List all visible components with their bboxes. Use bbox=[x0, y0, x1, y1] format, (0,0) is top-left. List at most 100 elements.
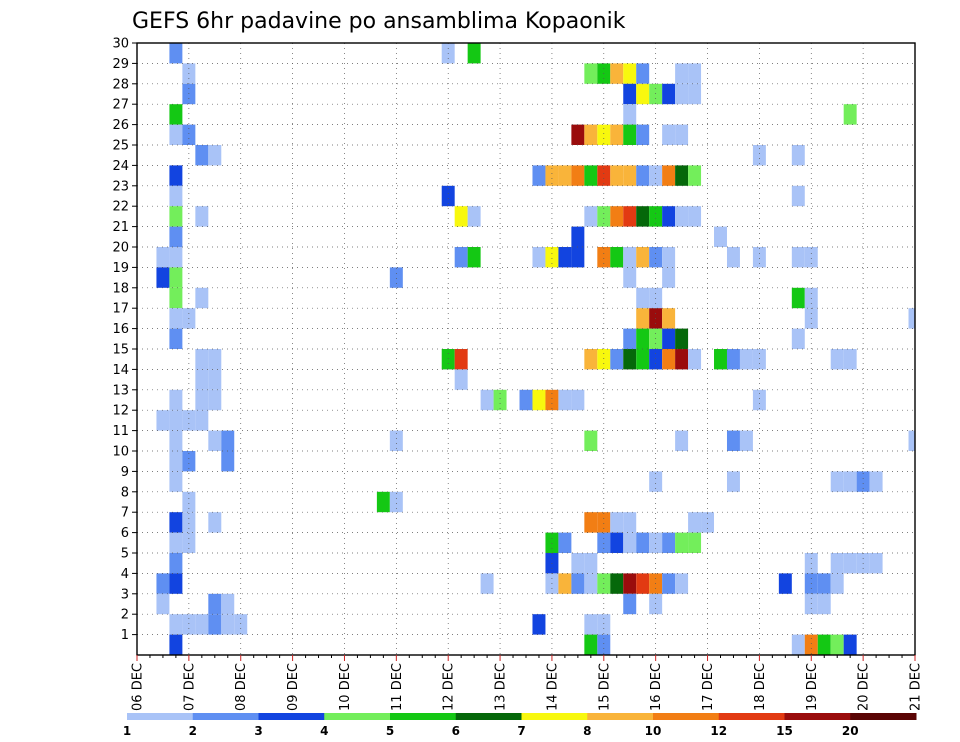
x-tick-label: 09 DEC bbox=[286, 663, 301, 711]
heatmap-cell bbox=[636, 124, 650, 145]
heatmap-cell bbox=[156, 267, 170, 288]
heatmap-cell bbox=[467, 43, 481, 64]
heatmap-cell bbox=[208, 145, 222, 166]
colorbar-label: 8 bbox=[583, 724, 591, 738]
colorbar-label: 10 bbox=[645, 724, 662, 738]
heatmap-cell bbox=[182, 451, 196, 472]
heatmap-cell bbox=[636, 573, 650, 594]
heatmap-cell bbox=[675, 328, 689, 349]
y-tick-label: 27 bbox=[112, 98, 129, 113]
heatmap-cell bbox=[584, 430, 598, 451]
heatmap-cell bbox=[739, 430, 753, 451]
x-tick-label: 16 DEC bbox=[649, 663, 664, 711]
heatmap-cell bbox=[208, 593, 222, 615]
y-tick-label: 11 bbox=[112, 424, 129, 439]
y-tick-label: 16 bbox=[112, 322, 129, 337]
heatmap-cell bbox=[610, 165, 624, 186]
heatmap-cell bbox=[869, 553, 883, 574]
heatmap-cell bbox=[636, 308, 650, 329]
heatmap-cell bbox=[182, 491, 196, 513]
colorbar-label: 12 bbox=[710, 724, 727, 738]
colorbar-swatch bbox=[718, 713, 785, 720]
heatmap-cell bbox=[636, 287, 650, 309]
y-tick-label: 20 bbox=[112, 241, 129, 256]
x-tick-label: 13 DEC bbox=[494, 663, 509, 711]
heatmap-cell bbox=[169, 165, 183, 186]
y-tick-label: 8 bbox=[121, 485, 129, 500]
heatmap-cell bbox=[662, 124, 676, 145]
y-axis: 1234567891011121314151617181920212223242… bbox=[112, 37, 137, 643]
heatmap-cell bbox=[597, 512, 611, 533]
heatmap-cell bbox=[662, 247, 676, 268]
heatmap-cell bbox=[169, 410, 183, 431]
colorbar-label: 5 bbox=[386, 724, 394, 738]
colorbar-swatch bbox=[521, 713, 588, 720]
heatmap-cell bbox=[662, 573, 676, 594]
heatmap-cell bbox=[610, 512, 624, 533]
heatmap-cell bbox=[623, 165, 637, 186]
heatmap-cell bbox=[804, 634, 818, 655]
heatmap-cell bbox=[675, 430, 689, 451]
heatmap-cell bbox=[545, 165, 559, 186]
heatmap-cell bbox=[610, 532, 624, 553]
y-tick-label: 18 bbox=[112, 281, 129, 296]
heatmap-cell bbox=[843, 104, 857, 125]
heatmap-cell bbox=[623, 124, 637, 145]
heatmap-cell bbox=[817, 573, 831, 594]
heatmap-cell bbox=[675, 63, 689, 84]
heatmap-cell bbox=[571, 573, 585, 594]
heatmap-cell bbox=[558, 247, 572, 268]
y-tick-label: 19 bbox=[112, 261, 129, 276]
heatmap-cell bbox=[169, 573, 183, 594]
heatmap-cell bbox=[752, 247, 766, 268]
heatmap-cell bbox=[597, 614, 611, 635]
y-tick-label: 17 bbox=[112, 302, 129, 317]
colorbar-label: 20 bbox=[842, 724, 859, 738]
heatmap-cell bbox=[649, 165, 663, 186]
heatmap-cell bbox=[571, 124, 585, 145]
heatmap-cell bbox=[778, 573, 792, 594]
heatmap-cell bbox=[791, 247, 805, 268]
x-tick-label: 07 DEC bbox=[182, 663, 197, 711]
heatmap-cell bbox=[726, 471, 740, 492]
y-tick-label: 21 bbox=[112, 220, 129, 235]
heatmap-cell bbox=[688, 206, 702, 227]
cell-layer bbox=[156, 43, 915, 655]
heatmap-cell bbox=[636, 83, 650, 105]
heatmap-cell bbox=[169, 247, 183, 268]
x-tick-label: 14 DEC bbox=[545, 663, 560, 711]
heatmap-cell bbox=[752, 349, 766, 370]
heatmap-cell bbox=[532, 165, 546, 186]
heatmap-cell bbox=[493, 389, 507, 411]
x-tick-label: 15 DEC bbox=[597, 663, 612, 711]
heatmap-cell bbox=[195, 287, 209, 309]
heatmap-cell bbox=[636, 328, 650, 349]
heatmap-cell bbox=[623, 267, 637, 288]
heatmap-cell bbox=[156, 247, 170, 268]
heatmap-cell bbox=[571, 226, 585, 247]
heatmap-cell bbox=[389, 491, 403, 513]
y-tick-label: 14 bbox=[112, 363, 129, 378]
heatmap-cell bbox=[571, 165, 585, 186]
heatmap-cell bbox=[830, 573, 844, 594]
y-tick-label: 6 bbox=[121, 526, 129, 541]
y-tick-label: 12 bbox=[112, 404, 129, 419]
colorbar-swatch bbox=[390, 713, 457, 720]
heatmap-cell bbox=[182, 410, 196, 431]
y-tick-label: 4 bbox=[121, 567, 129, 582]
heatmap-cell bbox=[156, 573, 170, 594]
x-tick-label: 21 DEC bbox=[909, 663, 924, 711]
y-tick-label: 10 bbox=[112, 445, 129, 460]
heatmap-cell bbox=[662, 83, 676, 105]
heatmap-cell bbox=[584, 124, 598, 145]
heatmap-cell bbox=[662, 267, 676, 288]
heatmap-cell bbox=[195, 206, 209, 227]
heatmap-cell bbox=[726, 349, 740, 370]
heatmap-cell bbox=[649, 532, 663, 553]
x-tick-label: 12 DEC bbox=[442, 663, 457, 711]
y-tick-label: 24 bbox=[112, 159, 129, 174]
heatmap-cell bbox=[830, 634, 844, 655]
heatmap-cell bbox=[169, 104, 183, 125]
heatmap-cell bbox=[597, 206, 611, 227]
x-tick-label: 18 DEC bbox=[753, 663, 768, 711]
